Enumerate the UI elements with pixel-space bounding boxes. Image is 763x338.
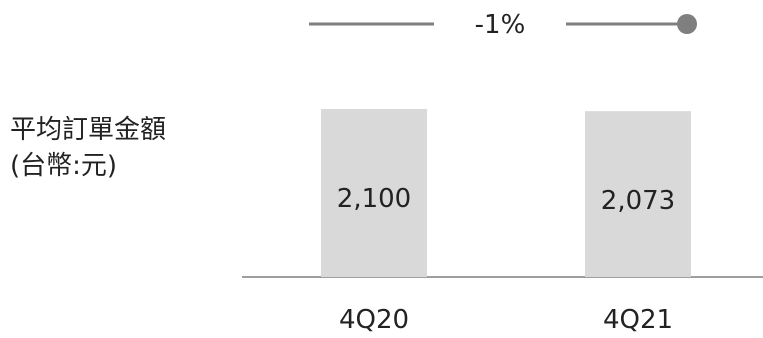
bar-4q21 — [585, 111, 691, 277]
change-end-dot — [677, 14, 697, 34]
data-label-4q21: 2,073 — [601, 186, 675, 216]
x-tick-label-4q21: 4Q21 — [603, 305, 673, 335]
y-axis-label-line-1: 平均訂單金額 — [10, 115, 167, 145]
change-annotation-label: -1% — [475, 10, 526, 40]
y-axis-label-line-2: (台幣:元) — [10, 151, 118, 181]
y-axis-label: 平均訂單金額 (台幣:元) — [10, 112, 166, 184]
x-tick-label-4q20: 4Q20 — [339, 305, 409, 335]
bar-4q20 — [321, 109, 427, 277]
data-label-4q20: 2,100 — [337, 184, 411, 214]
